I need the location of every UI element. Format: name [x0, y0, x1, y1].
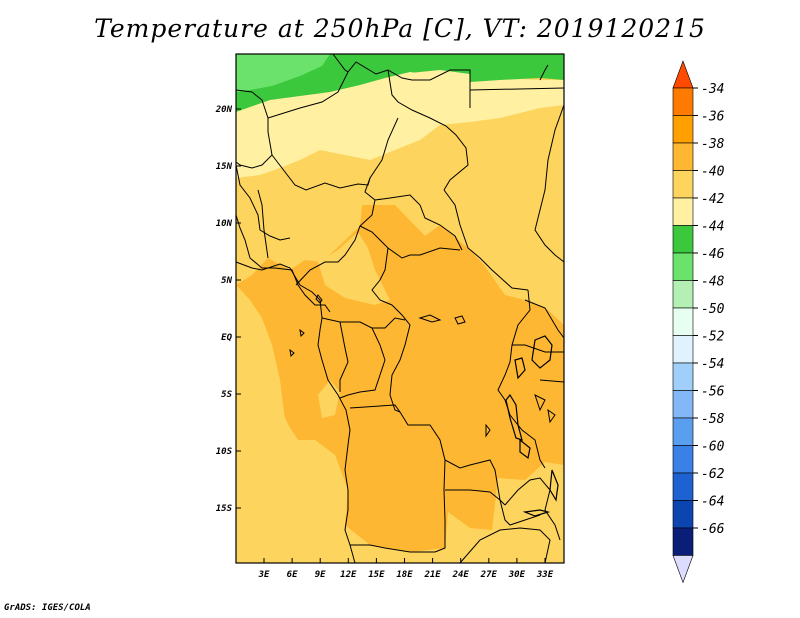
- longitude-label: 27E: [480, 570, 498, 580]
- latitude-label: 15S: [216, 504, 233, 514]
- longitude-label: 33E: [536, 570, 554, 580]
- colorbar: -34 -36 -38 -40 -42 -44 -46 -48 -50 -52 -54 -56 -58 -…: [672, 60, 725, 584]
- colorbar-swatch: [672, 390, 694, 419]
- colorbar-upper-arrow: [672, 60, 694, 89]
- colorbar-swatch: [672, 225, 694, 254]
- temperature-region-minus40-pocket-2: [510, 490, 528, 512]
- colorbar-swatch: [672, 197, 694, 226]
- map-frame: [235, 53, 565, 564]
- colorbar-swatch: [672, 280, 694, 309]
- longitude-label: 21E: [423, 570, 441, 580]
- temperature-region-minus40-north-gap: [318, 232, 390, 305]
- temperature-region-minus46-northwest: [236, 54, 330, 92]
- colorbar-swatch: [672, 252, 694, 281]
- longitude-label: 18E: [396, 570, 413, 580]
- colorbar-label: -64: [701, 495, 724, 510]
- country-borders: [235, 53, 565, 564]
- colorbar-swatch: [672, 500, 694, 529]
- longitude-label: 24E: [452, 570, 470, 580]
- temperature-region-minus40-southeast: [448, 470, 564, 563]
- temperature-region-minus44-north: [236, 54, 564, 112]
- latitude-label: 5N: [221, 276, 232, 286]
- latitude-label: 15N: [216, 162, 233, 172]
- colorbar-label: -42: [701, 192, 725, 207]
- colorbar-label: -56: [701, 385, 725, 400]
- colorbar-label: -34: [701, 82, 724, 97]
- longitude-label: 9E: [315, 570, 326, 580]
- colorbar-label: -54: [701, 357, 724, 372]
- colorbar-swatch: [672, 307, 694, 336]
- colorbar-swatch: [672, 472, 694, 501]
- colorbar-swatch: [672, 335, 694, 364]
- colorbar-label: -58: [701, 412, 725, 427]
- colorbar-lower-arrow: [672, 555, 694, 584]
- colorbar-swatch: [672, 87, 694, 116]
- colorbar-label: -52: [701, 330, 725, 345]
- latitude-label: EQ: [221, 333, 232, 343]
- colorbar-label: -44: [701, 220, 724, 235]
- longitude-label: 15E: [368, 570, 385, 580]
- temperature-region-minus38-central: [236, 205, 564, 552]
- temperature-map: 20N 15N 10N 5N EQ 5S 10S 15S 3E 6E 9E 12E 15E 18E 21E…: [215, 53, 565, 580]
- colorbar-label: -66: [701, 522, 725, 537]
- longitude-label: 12E: [340, 570, 357, 580]
- colorbar-label: -36: [701, 110, 725, 125]
- longitude-label: 6E: [287, 570, 298, 580]
- colorbar-label: -50: [701, 302, 725, 317]
- colorbar-label: -60: [701, 440, 725, 455]
- colorbar-swatch: [672, 142, 694, 171]
- colorbar-label: -46: [701, 247, 725, 262]
- longitude-label: 30E: [508, 570, 526, 580]
- colorbar-label: -40: [701, 165, 725, 180]
- map-title: Temperature at 250hPa [C], VT: 201912021…: [94, 14, 706, 43]
- colorbar-swatch: [672, 115, 694, 144]
- colorbar-swatch: [672, 170, 694, 199]
- temperature-region-minus40-southwest: [236, 300, 388, 563]
- colorbar-label: -48: [701, 275, 725, 290]
- colorbar-swatch: [672, 417, 694, 446]
- latitude-axis: 20N 15N 10N 5N EQ 5S 10S 15S: [215, 105, 241, 514]
- colorbar-swatch: [672, 362, 694, 391]
- grads-credit: GrADS: IGES/COLA: [4, 603, 91, 613]
- colorbar-swatch: [672, 527, 694, 556]
- latitude-label: 10S: [216, 447, 233, 457]
- temperature-region-minus42-north: [236, 70, 564, 178]
- colorbar-label: -38: [701, 137, 725, 152]
- longitude-label: 3E: [258, 570, 270, 580]
- longitude-axis: 3E 6E 9E 12E 15E 18E 21E 24E 27E 30E 33E: [258, 558, 554, 580]
- latitude-label: 20N: [215, 105, 233, 115]
- colorbar-label: -62: [701, 467, 725, 482]
- colorbar-swatch: [672, 445, 694, 474]
- latitude-label: 5S: [221, 390, 232, 400]
- latitude-label: 10N: [216, 219, 233, 229]
